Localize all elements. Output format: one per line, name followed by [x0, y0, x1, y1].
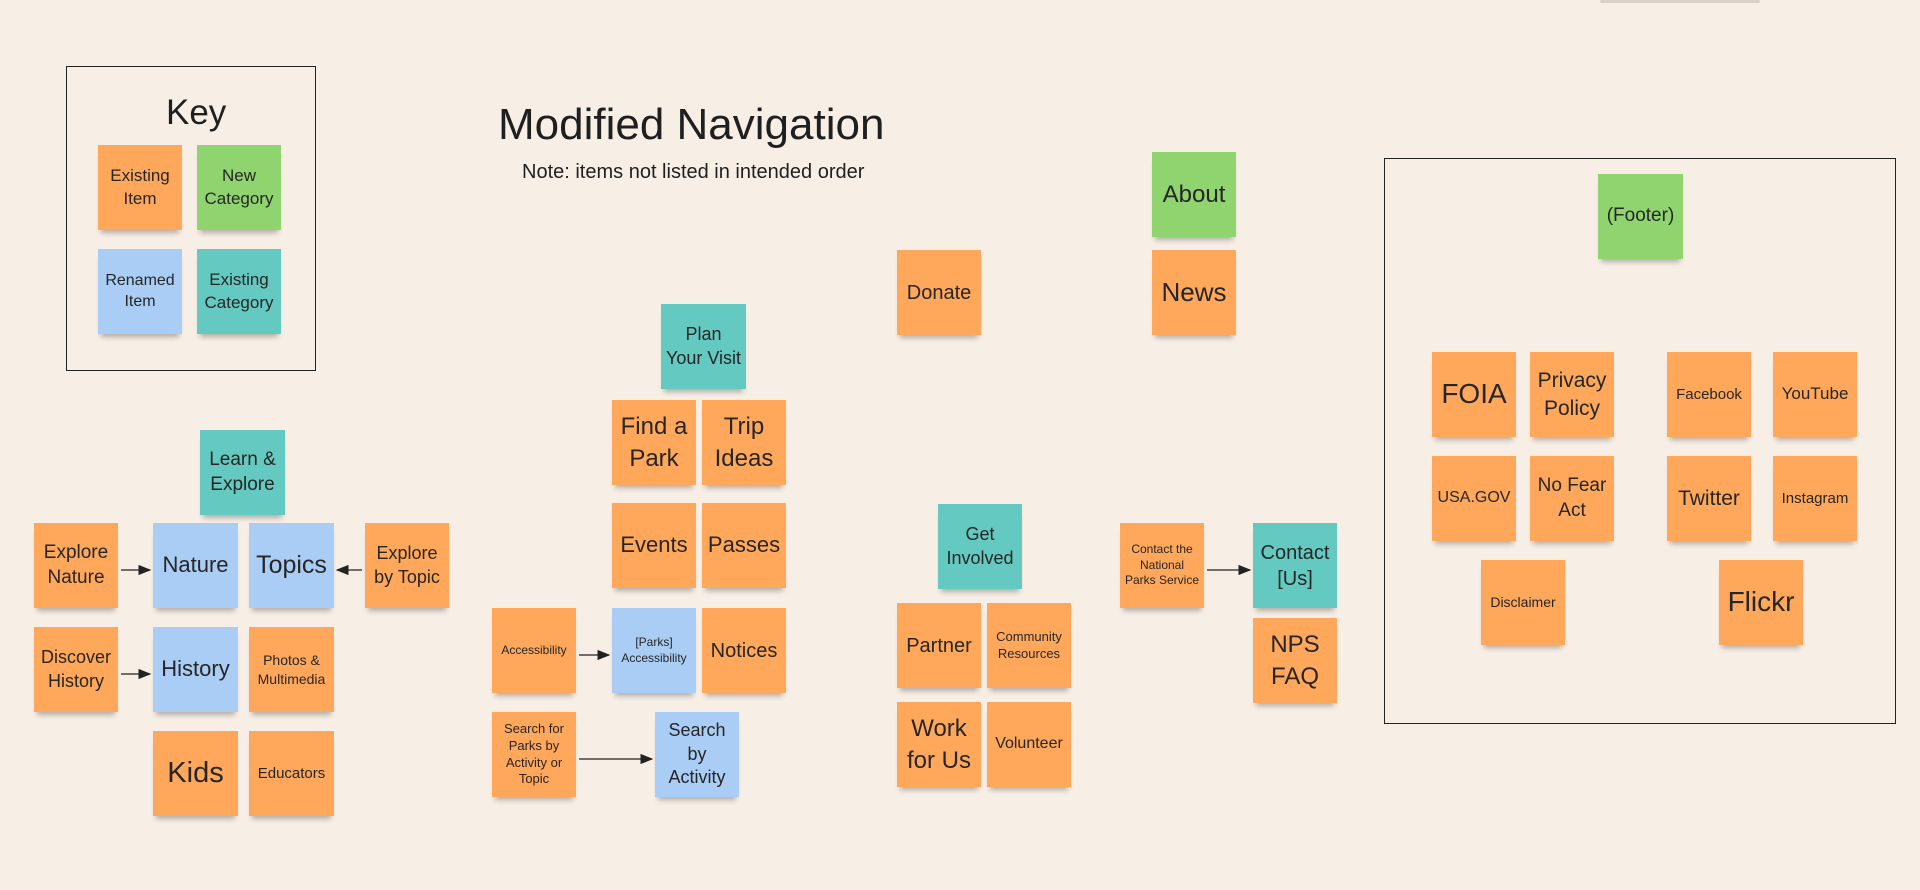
- community-resources-note: Community Resources: [987, 603, 1071, 688]
- events-note: Events: [612, 503, 696, 588]
- notices-note: Notices: [702, 608, 786, 693]
- key-existing-category: Existing Category: [197, 249, 281, 334]
- get-involved-category: Get Involved: [938, 504, 1022, 589]
- footer-category: (Footer): [1598, 174, 1683, 259]
- key-existing-item: Existing Item: [98, 145, 182, 230]
- disclaimer-note: Disclaimer: [1481, 560, 1565, 645]
- board-subtitle: Note: items not listed in intended order: [522, 161, 865, 183]
- kids-note: Kids: [153, 731, 238, 816]
- key-renamed-item: Renamed Item: [98, 249, 182, 334]
- facebook-note: Facebook: [1667, 352, 1751, 437]
- history-note: History: [153, 627, 238, 712]
- scroll-indicator[interactable]: [1600, 0, 1760, 3]
- footer-frame: [1384, 158, 1896, 724]
- search-parks-activity-topic-note: Search for Parks by Activity or Topic: [492, 712, 576, 797]
- foia-note: FOIA: [1432, 352, 1516, 437]
- search-by-activity-note: Search by Activity: [655, 712, 739, 797]
- passes-note: Passes: [702, 503, 786, 588]
- news-note: News: [1152, 250, 1236, 335]
- usa-gov-note: USA.GOV: [1432, 456, 1516, 541]
- photos-multimedia-note: Photos & Multimedia: [249, 627, 334, 712]
- contact-us-note: Contact [Us]: [1253, 523, 1337, 608]
- partner-note: Partner: [897, 603, 981, 688]
- flickr-note: Flickr: [1719, 560, 1803, 645]
- discover-history-note: Discover History: [34, 627, 118, 712]
- about-note: About: [1152, 152, 1236, 237]
- youtube-note: YouTube: [1773, 352, 1857, 437]
- board-title: Modified Navigation: [498, 100, 885, 149]
- trip-ideas-note: Trip Ideas: [702, 400, 786, 485]
- privacy-policy-note: Privacy Policy: [1530, 352, 1614, 437]
- work-for-us-note: Work for Us: [897, 702, 981, 787]
- accessibility-note: Accessibility: [492, 608, 576, 693]
- nps-faq-note: NPS FAQ: [1253, 618, 1337, 703]
- key-title: Key: [166, 93, 227, 132]
- educators-note: Educators: [249, 731, 334, 816]
- twitter-note: Twitter: [1667, 456, 1751, 541]
- learn-explore-category: Learn & Explore: [200, 430, 285, 515]
- explore-by-topic-note: Explore by Topic: [365, 523, 449, 608]
- contact-nps-note: Contact the National Parks Service: [1120, 523, 1204, 608]
- nature-note: Nature: [153, 523, 238, 608]
- key-frame: [66, 66, 316, 371]
- key-new-category: New Category: [197, 145, 281, 230]
- explore-nature-note: Explore Nature: [34, 523, 118, 608]
- plan-your-visit-category: Plan Your Visit: [661, 304, 746, 389]
- no-fear-act-note: No Fear Act: [1530, 456, 1614, 541]
- donate-note: Donate: [897, 250, 981, 335]
- instagram-note: Instagram: [1773, 456, 1857, 541]
- topics-note: Topics: [249, 523, 334, 608]
- volunteer-note: Volunteer: [987, 702, 1071, 787]
- parks-accessibility-note: [Parks] Accessibility: [612, 608, 696, 693]
- find-a-park-note: Find a Park: [612, 400, 696, 485]
